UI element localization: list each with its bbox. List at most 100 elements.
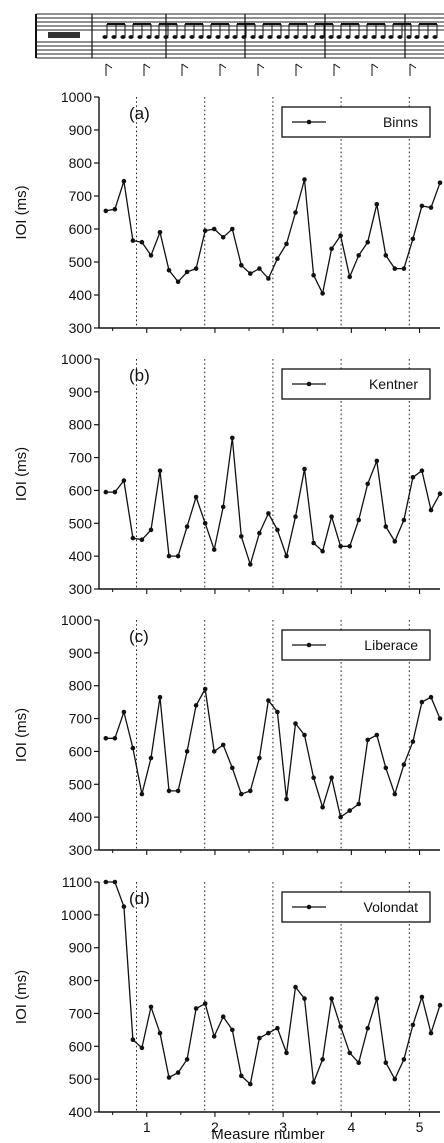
series-line: [105, 437, 441, 567]
note-head: [293, 35, 299, 39]
data-point: [419, 468, 425, 474]
y-tick-label: 1000: [61, 907, 92, 923]
data-point: [284, 241, 289, 247]
legend-label: Kentner: [369, 376, 418, 392]
data-point: [220, 1014, 226, 1019]
data-point: [257, 755, 262, 761]
data-point: [103, 736, 109, 741]
data-point: [383, 253, 389, 258]
data-point: [437, 180, 443, 186]
data-point: [202, 521, 208, 526]
note-head: [137, 35, 143, 39]
data-point: [338, 814, 343, 820]
data-point: [284, 796, 289, 802]
data-point: [202, 1001, 208, 1006]
music-score-strip: [35, 13, 444, 76]
x-axis-title: Measure number: [211, 1126, 324, 1143]
legend: Binns: [281, 106, 431, 138]
bass-note-flag: [105, 63, 113, 69]
note-head: [319, 35, 325, 39]
y-tick-label: 400: [69, 548, 93, 564]
data-point: [428, 507, 434, 513]
panel-label: (a): [129, 104, 150, 123]
note-head: [180, 35, 186, 39]
data-point: [202, 228, 208, 233]
data-point: [293, 721, 298, 726]
data-point: [230, 1027, 235, 1033]
data-point: [320, 1057, 325, 1062]
data-point: [139, 1045, 145, 1051]
data-point: [329, 996, 334, 1001]
y-tick-label: 600: [69, 1038, 93, 1054]
data-point: [175, 279, 181, 285]
data-point: [166, 553, 172, 559]
data-point: [356, 801, 362, 807]
data-point: [365, 1025, 371, 1031]
legend-label: Volondat: [364, 899, 419, 915]
data-point: [410, 739, 416, 744]
data-point: [121, 709, 127, 715]
data-point: [248, 271, 253, 276]
data-point: [175, 788, 181, 794]
data-point: [410, 475, 416, 480]
data-point: [347, 808, 353, 813]
y-tick-label: 300: [69, 842, 93, 858]
data-point: [275, 256, 280, 262]
note-head: [328, 35, 334, 39]
data-point: [148, 253, 154, 258]
note-head: [172, 35, 178, 39]
note-head: [258, 35, 264, 39]
data-point: [383, 1060, 389, 1065]
data-point: [302, 996, 307, 1001]
legend: Liberace: [281, 629, 431, 661]
data-point: [121, 904, 127, 909]
series-line: [105, 686, 441, 819]
bass-note-flag: [333, 63, 341, 69]
data-point: [401, 266, 407, 271]
data-point: [356, 517, 362, 523]
note-head: [397, 35, 403, 39]
data-point: [257, 266, 262, 271]
data-point: [320, 805, 325, 810]
data-point: [220, 742, 226, 748]
note-head: [241, 35, 247, 39]
data-point: [184, 749, 190, 754]
y-tick-label: 900: [69, 384, 93, 400]
y-tick-label: 800: [69, 155, 93, 171]
y-tick-label: 1000: [61, 351, 92, 367]
data-point: [365, 239, 371, 245]
note-head: [154, 35, 160, 39]
data-point: [302, 732, 307, 738]
data-point: [293, 984, 298, 990]
note-head: [302, 35, 308, 39]
data-point: [293, 210, 298, 215]
legend-marker: [306, 904, 312, 910]
y-tick-label: 1000: [61, 612, 92, 628]
data-point: [211, 547, 217, 552]
data-point: [437, 1002, 443, 1008]
data-point: [383, 765, 389, 771]
data-point: [383, 524, 389, 529]
bass-note-flag: [143, 63, 151, 69]
data-point: [112, 206, 118, 212]
data-point: [230, 226, 235, 232]
y-tick-label: 400: [69, 809, 93, 825]
y-tick-label: 600: [69, 482, 93, 498]
bass-note-flag: [295, 63, 303, 69]
note-head: [414, 35, 420, 39]
note-head: [388, 35, 394, 39]
y-tick-label: 500: [69, 515, 93, 531]
data-point: [248, 788, 253, 794]
note-head: [102, 35, 108, 39]
data-point: [121, 178, 127, 184]
y-tick-label: 900: [69, 645, 93, 661]
chart-panels: 300 400 500 600 700 800 900 1000 IOI (ms) (a) Binn…: [13, 89, 443, 1143]
data-point: [239, 791, 244, 797]
note-head: [380, 35, 386, 39]
note-head: [111, 35, 117, 39]
y-axis-title: IOI (ms): [13, 970, 30, 1024]
data-point: [166, 1075, 172, 1080]
data-point: [347, 544, 353, 549]
data-point: [193, 266, 199, 271]
y-tick-label: 1100: [62, 874, 92, 890]
